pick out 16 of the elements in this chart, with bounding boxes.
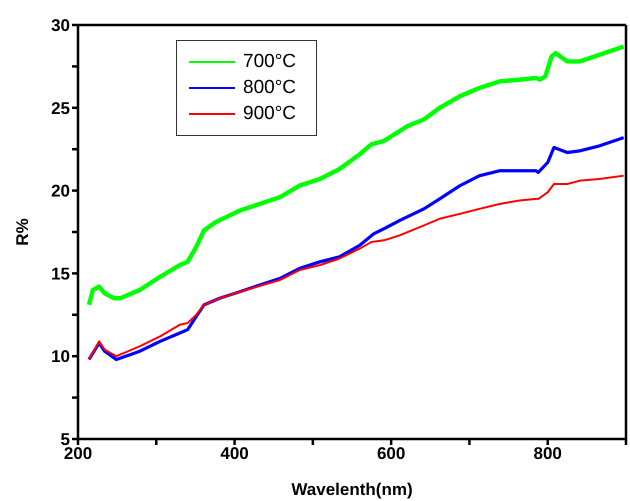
y-axis-title: R% xyxy=(13,218,32,246)
legend-label: 900°C xyxy=(243,103,296,125)
x-tick-label: 800 xyxy=(534,444,562,464)
line-series xyxy=(86,44,626,308)
x-tick-label: 400 xyxy=(220,444,249,464)
line-series xyxy=(88,174,625,361)
x-tick-label: 200 xyxy=(64,444,92,464)
y-tick-label: 10 xyxy=(51,347,70,366)
x-axis-title: Wavelenth(nm) xyxy=(291,480,413,499)
y-tick-label: 25 xyxy=(51,98,70,118)
legend-label: 800°C xyxy=(243,77,296,99)
y-tick-label: 20 xyxy=(51,182,70,201)
y-tick-label: 30 xyxy=(51,16,70,36)
y-tick-label: 15 xyxy=(51,264,70,284)
x-tick-label: 600 xyxy=(376,444,406,464)
legend-label: 700°C xyxy=(243,51,296,73)
